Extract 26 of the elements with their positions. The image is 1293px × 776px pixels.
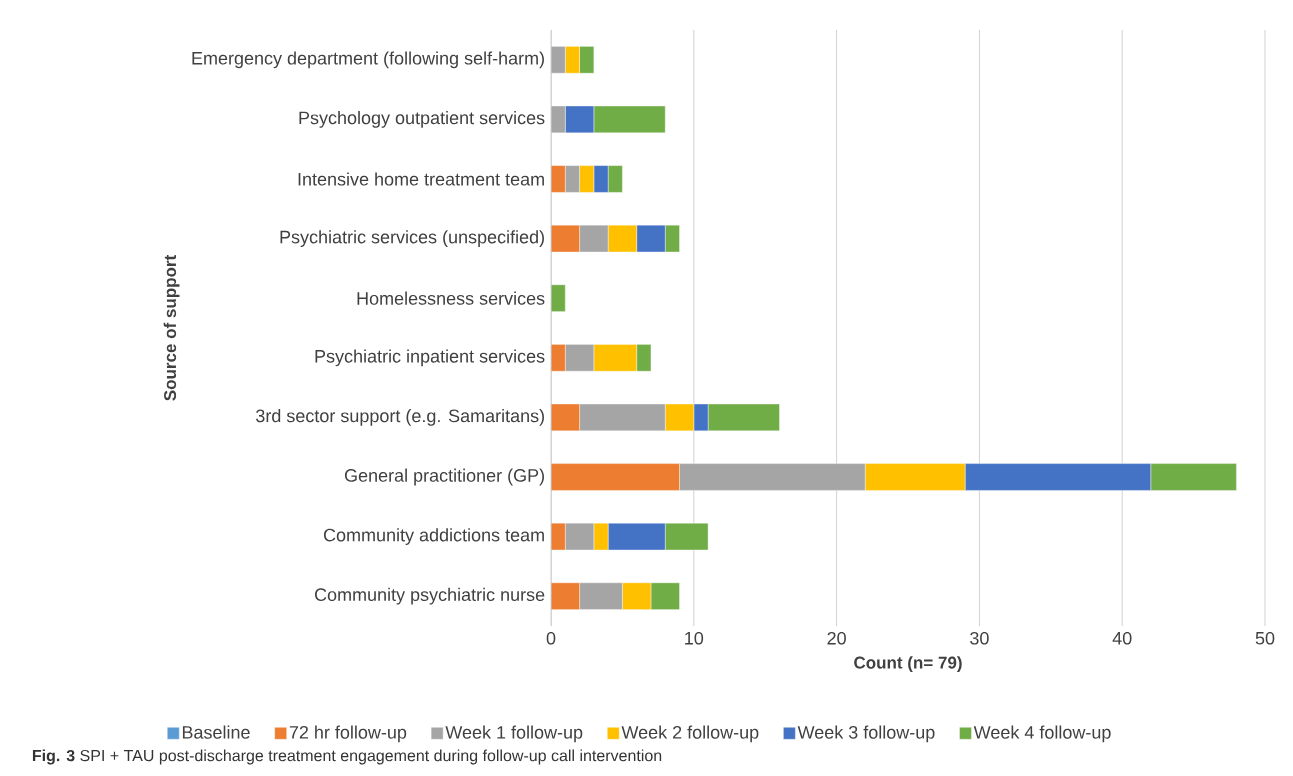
x-axis-title: Count (n= 79) <box>854 656 962 672</box>
y-tick-label: Psychology outpatient services <box>299 111 545 128</box>
y-tick-label: Emergency department (following self-harm) <box>192 51 544 69</box>
x-tick-label: 0 <box>546 631 556 645</box>
text: Fig. 3 SPI + TAU post-discharge treatment engagement during follow-up call intervention <box>32 749 662 765</box>
x-tick-label: 40 <box>1112 631 1132 645</box>
legend-label: Week 3 follow-up <box>797 725 935 743</box>
legend-label: Week 4 follow-up <box>973 725 1111 743</box>
y-tick-label: 3rd sector support (e.g. Samaritans) <box>256 409 544 426</box>
y-tick-label: Community psychiatric nurse <box>314 587 545 605</box>
y-tick-label: Community addictions team <box>323 528 544 545</box>
y-tick-label: Homelessness services <box>357 291 545 305</box>
y-tick-label: Psychiatric inpatient services <box>315 349 545 367</box>
x-tick-label: 50 <box>1255 631 1275 645</box>
legend-label: Baseline <box>182 725 250 739</box>
x-tick-label: 10 <box>685 631 704 645</box>
y-tick-label: Intensive home treatment team <box>298 172 544 186</box>
x-tick-label: 30 <box>970 631 989 645</box>
legend-label: Week 1 follow-up <box>445 725 583 743</box>
y-tick-label: General practitioner (GP) <box>344 468 544 486</box>
y-tick-label: Psychiatric services (unspecified) <box>280 230 544 247</box>
y-axis-title: Source of support <box>163 255 180 401</box>
legend-label: 72 hr follow-up <box>289 725 407 743</box>
legend-label: Week 2 follow-up <box>621 725 759 743</box>
bar <box>551 284 566 312</box>
x-tick-label: 20 <box>827 631 846 645</box>
